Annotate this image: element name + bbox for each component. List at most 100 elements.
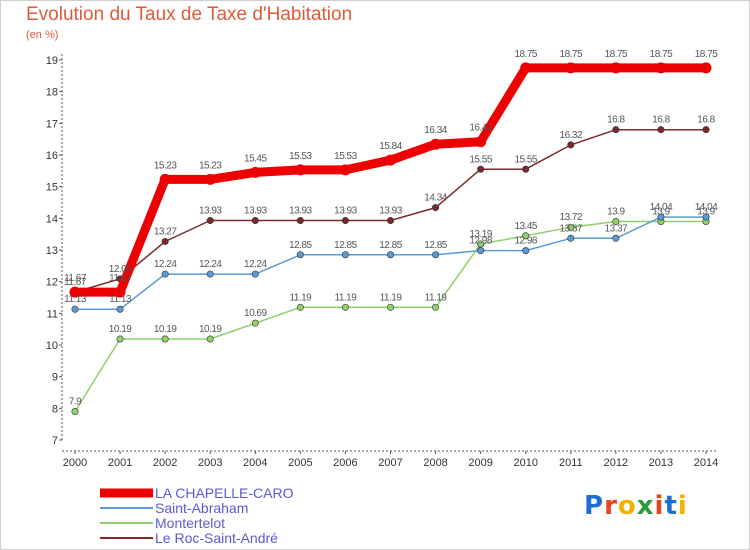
series-saint-abraham: [71, 213, 710, 313]
y-tick-label: 15: [46, 182, 58, 194]
y-tick-label: 8: [52, 403, 58, 415]
logo-letter: r: [604, 491, 618, 521]
data-point: [251, 319, 259, 327]
data-point: [386, 217, 394, 225]
data-label: 13.72: [560, 212, 583, 223]
data-point: [161, 335, 169, 343]
data-point: [386, 303, 394, 311]
data-point: [477, 247, 485, 255]
data-point: [386, 251, 394, 259]
data-label: 11.67: [109, 273, 132, 284]
y-tick-label: 14: [46, 213, 58, 225]
data-point: [520, 62, 532, 74]
data-label: 16.8: [697, 115, 715, 126]
x-tick-label: 2001: [108, 457, 132, 469]
x-tick-label: 2003: [198, 457, 222, 469]
data-point: [296, 251, 304, 259]
y-tick-label: 11: [47, 308, 58, 320]
data-label: 12.24: [199, 259, 222, 270]
logo-letter: x: [636, 491, 655, 521]
data-label: 14.04: [695, 202, 718, 213]
data-point: [475, 136, 487, 148]
data-point: [339, 164, 351, 176]
y-tick-label: 17: [46, 118, 58, 130]
data-label: 12.24: [244, 259, 267, 270]
data-point: [161, 270, 169, 278]
data-label: 13.27: [154, 226, 177, 237]
legend-label: Montertelot: [155, 515, 225, 531]
data-label: 15.23: [199, 160, 222, 171]
data-label: 11.19: [425, 292, 448, 303]
data-label: 13.9: [607, 207, 625, 218]
data-label: 18.75: [605, 49, 628, 60]
data-point: [206, 270, 214, 278]
data-label: 14.04: [650, 202, 673, 213]
data-point: [71, 305, 79, 313]
data-point: [296, 303, 304, 311]
data-point: [294, 164, 306, 176]
legend: LA CHAPELLE-CAROSaint-AbrahamMontertelot…: [100, 485, 294, 546]
legend-item-montertelot: Montertelot: [100, 515, 225, 531]
data-label: 12.85: [379, 240, 402, 251]
logo-letter: i: [677, 491, 688, 521]
x-tick-label: 2009: [468, 457, 492, 469]
data-label: 13.45: [514, 221, 537, 232]
data-label: 13.93: [199, 206, 222, 217]
data-point: [296, 217, 304, 225]
chart-title: Evolution du Taux de Taxe d'Habitation: [26, 4, 353, 25]
data-point: [204, 173, 216, 185]
data-point: [206, 217, 214, 225]
data-label: 11.19: [335, 292, 358, 303]
x-tick-label: 2011: [559, 457, 583, 469]
y-tick-label: 16: [46, 150, 58, 162]
data-label: 18.75: [650, 49, 673, 60]
data-point: [612, 126, 620, 134]
data-point: [251, 270, 259, 278]
data-point: [432, 251, 440, 259]
data-label: 12.24: [154, 259, 177, 270]
data-label: 15.84: [379, 141, 402, 152]
data-point: [612, 218, 620, 226]
data-label: 11.19: [380, 292, 403, 303]
data-point: [700, 62, 712, 74]
data-point: [71, 407, 79, 415]
data-point: [432, 204, 440, 212]
x-tick-label: 2002: [153, 457, 177, 469]
x-tick-label: 2012: [604, 457, 628, 469]
data-label: 13.9: [652, 207, 670, 218]
data-point: [249, 166, 261, 178]
data-point: [432, 303, 440, 311]
data-point: [567, 223, 575, 231]
data-label: 16.8: [652, 115, 670, 126]
logo-letter: P: [584, 491, 605, 521]
data-point: [522, 165, 530, 173]
data-point: [206, 335, 214, 343]
data-point: [567, 234, 575, 242]
logo-letter: t: [664, 491, 678, 521]
data-label: 15.55: [469, 154, 492, 165]
data-label: 12.85: [424, 240, 447, 251]
y-tick-label: 9: [52, 372, 58, 384]
y-tick-label: 18: [46, 87, 58, 99]
x-tick-label: 2013: [649, 457, 673, 469]
data-label: 12.98: [469, 236, 492, 247]
y-tick-label: 7: [52, 435, 58, 447]
axes: 7 8 9 10 11 12 13 14 15 16 17 18 19 2000 2001 2002 2003 2…: [46, 54, 718, 469]
series-la-chapelle-caro: [69, 62, 712, 298]
legend-item-le-roc-saint-andr: Le Roc-Saint-André: [100, 530, 278, 546]
series-layer: [69, 62, 712, 415]
x-tick-label: 2004: [243, 457, 267, 469]
data-label: 15.45: [244, 153, 267, 164]
data-point: [702, 126, 710, 134]
data-point: [251, 217, 259, 225]
legend-label: Le Roc-Saint-André: [155, 530, 278, 546]
x-tick-label: 2010: [513, 457, 537, 469]
data-point: [657, 213, 665, 221]
data-point: [341, 251, 349, 259]
data-label: 16.42: [469, 123, 492, 134]
data-point: [477, 165, 485, 173]
x-tick-label: 2005: [288, 457, 312, 469]
legend-label: LA CHAPELLE-CARO: [155, 485, 294, 501]
x-tick-label: 2007: [378, 457, 402, 469]
y-tick-label: 12: [46, 277, 58, 289]
